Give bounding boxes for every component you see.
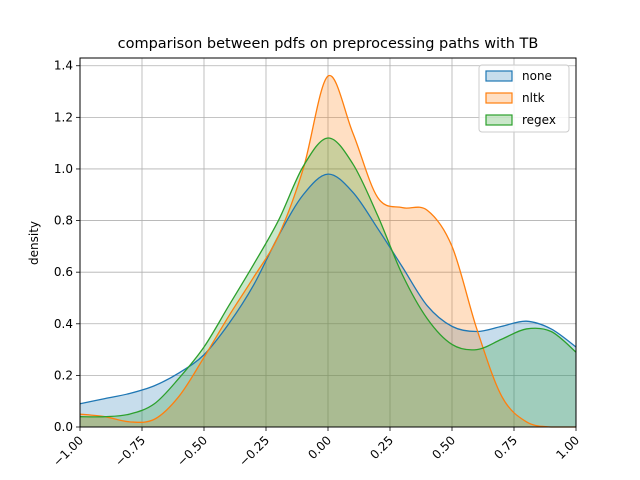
area-regex (80, 137, 576, 427)
y-axis-label: density (27, 221, 41, 265)
legend-swatch-regex (485, 114, 513, 126)
area-none (80, 174, 576, 427)
legend: none nltk regex (478, 64, 570, 133)
legend-label-none: none (522, 69, 552, 83)
y-tick-label: 0.6 (54, 265, 73, 279)
area-nltk (80, 75, 576, 427)
y-tick-label: 1.0 (54, 162, 73, 176)
chart-title: comparison between pdfs on preprocessing… (118, 36, 539, 52)
y-tick-label: 0.8 (54, 214, 73, 228)
x-tick-label: −0.75 (112, 433, 148, 469)
legend-swatch-none (485, 70, 513, 82)
density-lines (79, 75, 577, 428)
y-tick-label: 0.2 (54, 368, 73, 382)
line-nltk (79, 75, 576, 428)
legend-label-regex: regex (522, 113, 556, 127)
x-tick-label: −1.00 (50, 433, 86, 469)
grid (79, 58, 577, 428)
line-regex (79, 137, 577, 418)
x-tick-label: 0.00 (305, 433, 334, 462)
x-tick-label: −0.25 (236, 433, 272, 469)
x-tick-label: −0.50 (174, 433, 210, 469)
legend-label-nltk: nltk (522, 91, 545, 105)
line-none (79, 173, 577, 405)
y-tick-label: 0.0 (54, 420, 73, 434)
legend-swatch-nltk (485, 92, 513, 104)
x-tick-label: 0.50 (429, 433, 458, 462)
y-axis: 0.0 0.2 0.4 0.6 0.8 1.0 1.2 1.4 (54, 59, 80, 434)
y-tick-label: 0.4 (54, 317, 73, 331)
x-tick-label: 0.75 (491, 433, 520, 462)
x-axis: −1.00 −0.75 −0.50 −0.25 0.00 0.25 0.50 0.75 1.00 (50, 427, 582, 469)
x-tick-label: 0.25 (367, 433, 396, 462)
y-tick-label: 1.2 (54, 110, 73, 124)
x-tick-label: 1.00 (553, 433, 582, 462)
y-tick-label: 1.4 (54, 59, 73, 73)
